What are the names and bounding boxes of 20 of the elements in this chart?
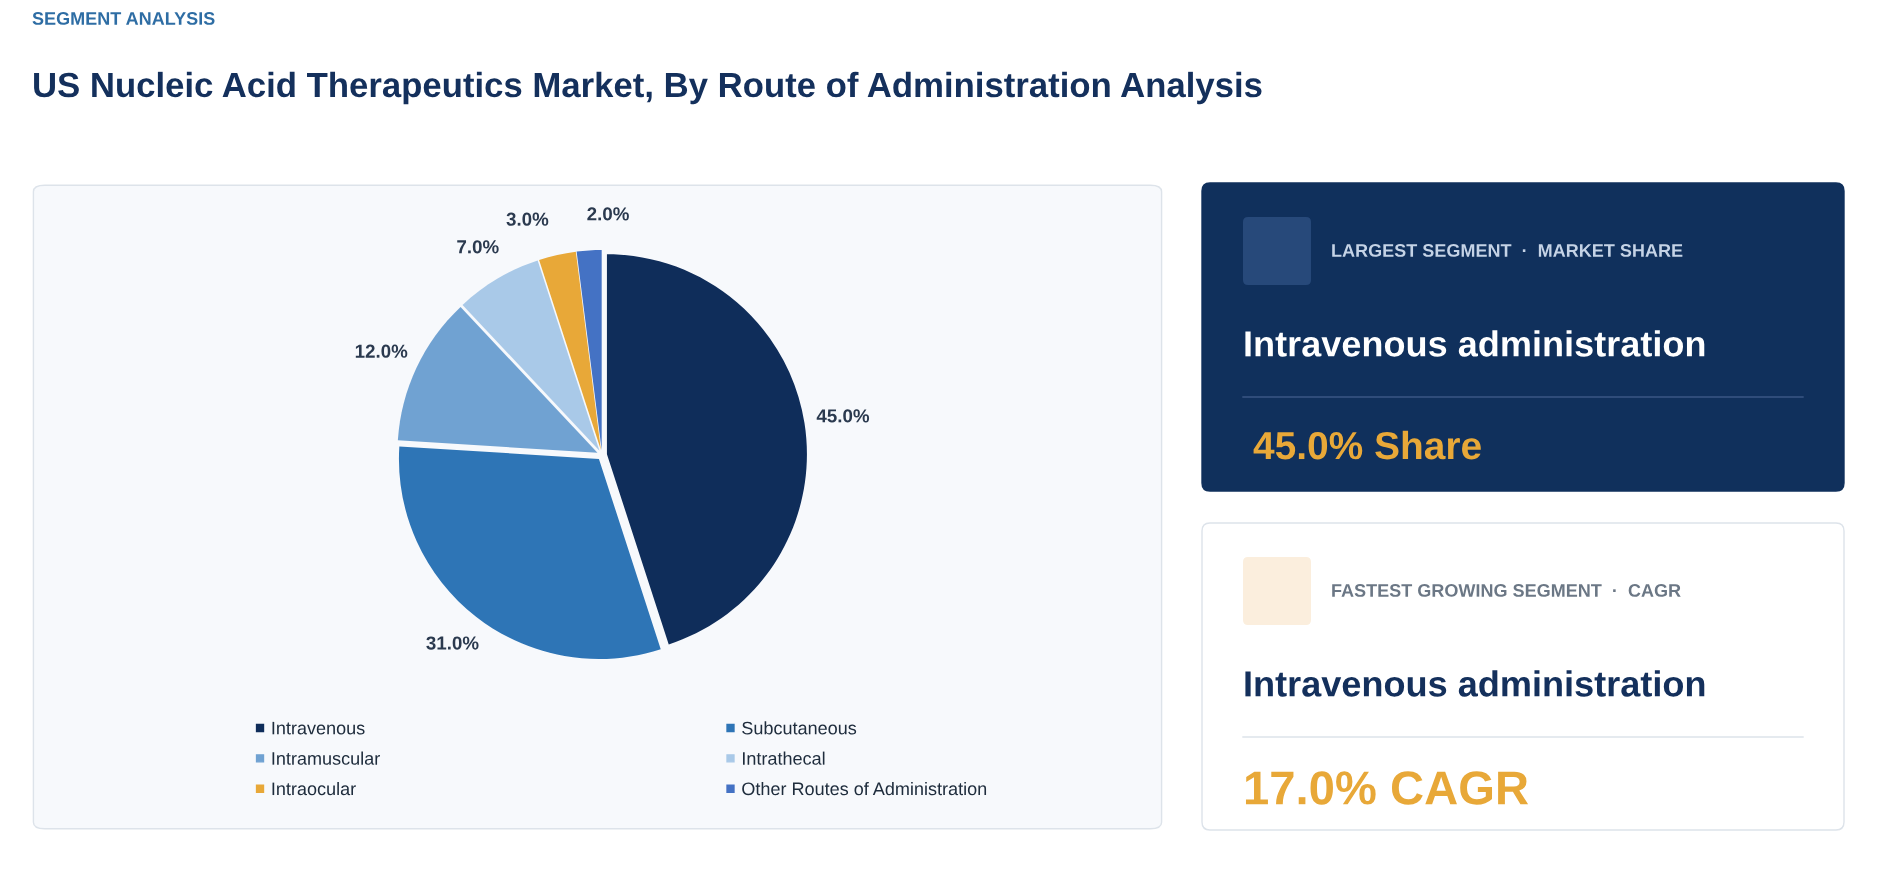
text: LARGEST SEGMENT · MARKET SHARE	[1332, 244, 1683, 257]
text: Intravenous administration	[1245, 330, 1705, 357]
legend-label: Intraocular	[272, 781, 356, 796]
data-label: 45.0%	[816, 409, 870, 423]
text: Intravenous administration	[1245, 670, 1705, 697]
data-label: 31.0%	[426, 636, 479, 650]
legend-label: Subcutaneous	[742, 721, 857, 735]
legend-label: Intramuscular	[272, 751, 380, 765]
data-label: 12.0%	[355, 344, 408, 358]
data-label: 3.0%	[506, 212, 549, 226]
legend-label: Other Routes of Administration	[742, 781, 987, 796]
data-label: 7.0%	[457, 240, 499, 254]
text: 17.0% CAGR	[1245, 771, 1529, 805]
chart-title: US Nucleic Acid Therapeutics Market, By Route of Administration Analysis	[34, 71, 1262, 105]
chart-subtitle: SEGMENT ANALYSIS	[32, 12, 215, 25]
legend-label: Intravenous	[272, 721, 365, 735]
text: FASTEST GROWING SEGMENT · CAGR	[1332, 584, 1681, 597]
text: 45.0% Share	[1253, 430, 1481, 460]
data-label: 2.0%	[587, 207, 629, 221]
legend-label: Intrathecal	[743, 751, 825, 765]
